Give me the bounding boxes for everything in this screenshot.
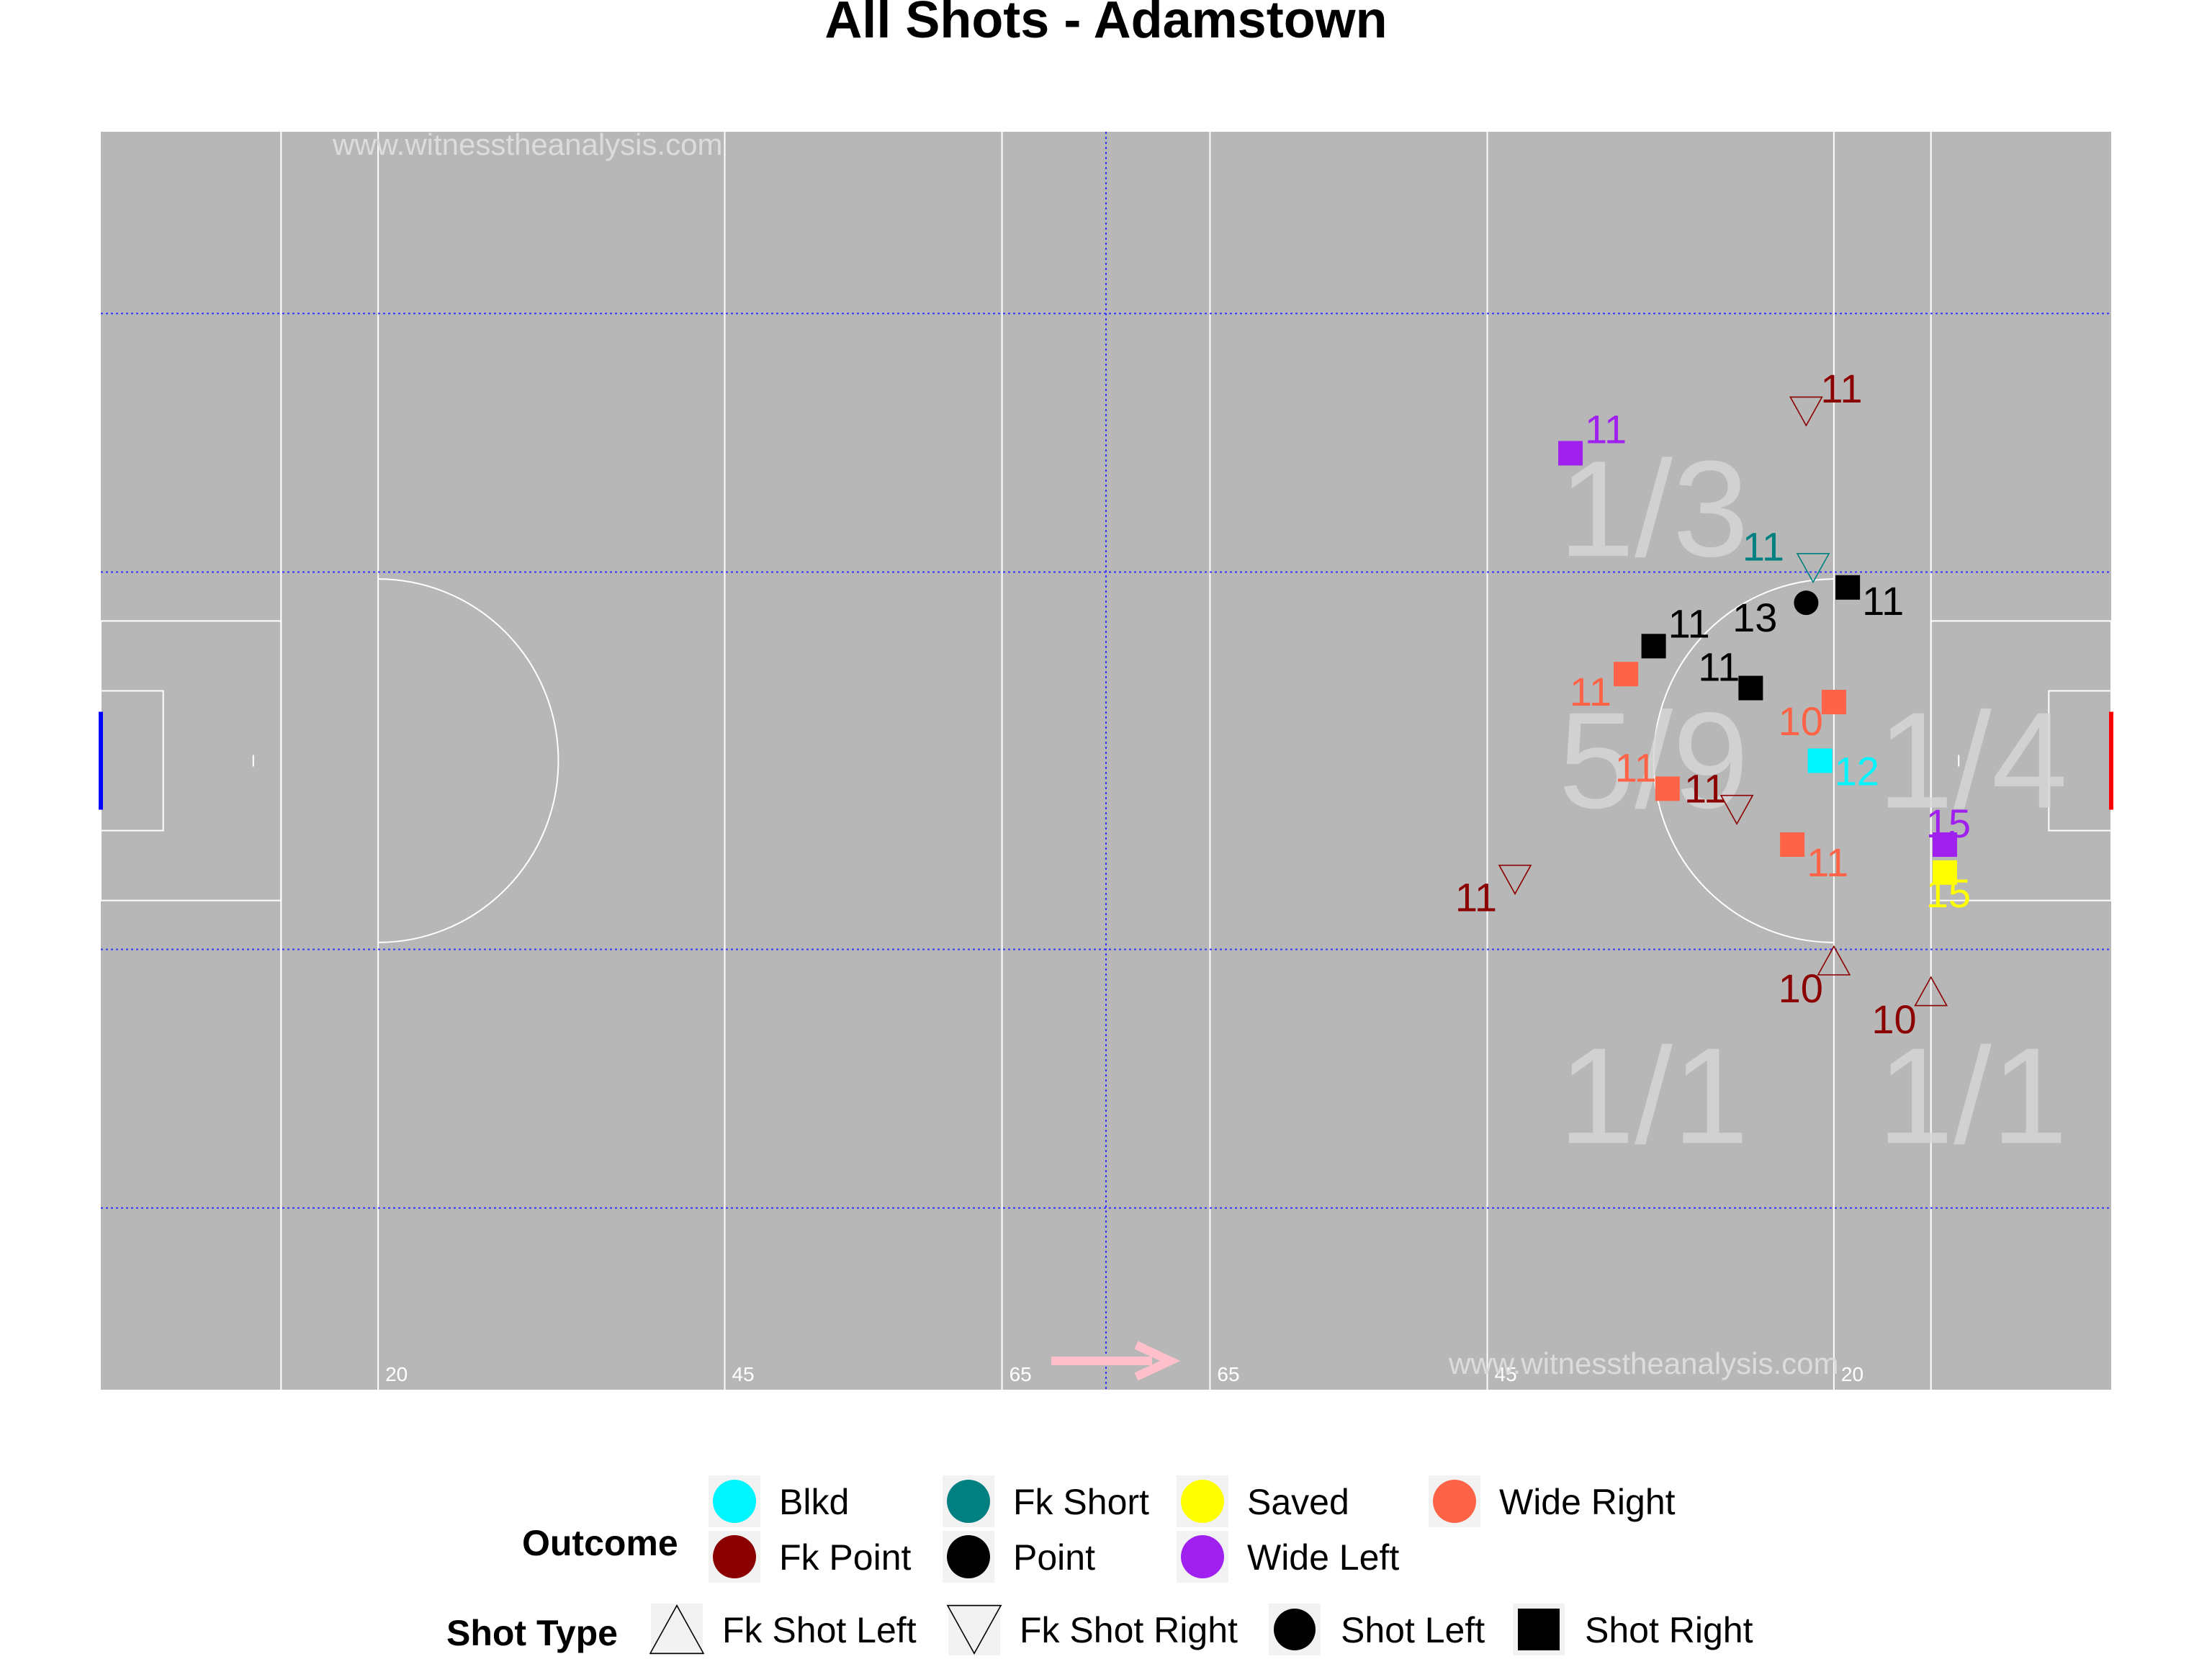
shot-label: 11 [1743, 524, 1784, 570]
shot-label: 11 [1698, 644, 1740, 690]
legend-swatch-icon [1433, 1480, 1476, 1523]
shot-point [1914, 976, 1948, 1007]
shot-point [1789, 396, 1823, 427]
chart-title: All Shots - Adamstown [824, 0, 1387, 49]
shot-point [1498, 864, 1532, 895]
legend-swatch-icon [947, 1535, 990, 1578]
zone-label: 1/3 [1559, 433, 1749, 585]
shot-point [1796, 553, 1830, 584]
legend-shot-type-label: Fk Shot Right [1020, 1610, 1238, 1650]
legend-shot-type-label: Fk Shot Left [722, 1610, 917, 1650]
pitch-surface [101, 132, 2111, 1390]
shot-label: 11 [1455, 874, 1497, 920]
legend-shape-icon [946, 1604, 1002, 1655]
shot-label: 11 [1862, 578, 1904, 624]
shot-point [1817, 945, 1851, 976]
shot-point [1794, 590, 1819, 616]
shot-point [1835, 575, 1861, 600]
legend-outcome-label: Point [1013, 1537, 1095, 1578]
pitch: 20 45 65 65 45 20www.witnesstheanalysis.comww… [99, 127, 2113, 1390]
shot-point [1558, 441, 1583, 466]
shot-label: 11 [1820, 366, 1862, 411]
legend-outcome-label: Blkd [779, 1482, 849, 1522]
shot-label: 11 [1668, 601, 1710, 646]
distance-label: 65 [1217, 1363, 1239, 1385]
shot-label: 10 [1871, 997, 1916, 1042]
shot-point [1780, 832, 1805, 857]
shot-label: 15 [1926, 871, 1971, 916]
zone-label: 1/1 [1559, 1020, 1749, 1172]
legend-swatch-icon [713, 1480, 756, 1523]
zone-label: 1/4 [1877, 685, 2067, 837]
legend-swatch-icon [1181, 1480, 1224, 1523]
zone-labels: 1/3 5/9 1/4 1/1 1/1 [1559, 433, 2068, 1172]
left-arc [378, 578, 559, 943]
legend-shape-icon [1518, 1609, 1560, 1650]
shot-label: 11 [1807, 840, 1848, 885]
shot-label: 10 [1779, 698, 1823, 744]
attack-arrow-icon [1134, 1341, 1181, 1381]
shot-point [1932, 832, 1957, 857]
shot-point [1932, 860, 1957, 885]
legend-key-bg [651, 1604, 703, 1655]
legend-key-bg [948, 1604, 1000, 1655]
legend-shape-icon [649, 1604, 705, 1655]
watermark: www.witnesstheanalysis.com [332, 127, 723, 161]
distance-label: 20 [385, 1363, 408, 1385]
distance-label: 20 [1841, 1363, 1863, 1385]
shot-point [1614, 662, 1639, 687]
shot-label: 10 [1779, 966, 1823, 1011]
legend-swatch-icon [947, 1480, 990, 1523]
watermark: www.witnesstheanalysis.com [1448, 1346, 1839, 1380]
legend-swatch-icon [1181, 1535, 1224, 1578]
zone-label: 1/1 [1877, 1020, 2067, 1172]
zone-label: 5/9 [1559, 685, 1749, 837]
legend-shot-type-label: Shot Right [1585, 1610, 1753, 1650]
shot-label: 11 [1585, 406, 1627, 451]
shot-point [1719, 794, 1754, 825]
legend-outcome-title: Outcome [522, 1523, 678, 1563]
shot-point [1738, 675, 1763, 701]
shot-point [1821, 689, 1846, 714]
legend-shot-type-title: Shot Type [446, 1613, 618, 1653]
legend-outcome-label: Saved [1247, 1482, 1349, 1522]
legend-outcome-label: Wide Right [1499, 1482, 1676, 1522]
distance-label: 45 [732, 1363, 754, 1385]
shot-label: 11 [1570, 669, 1611, 714]
legend-shape-icon [1274, 1609, 1316, 1650]
shot-label: 15 [1926, 801, 1971, 846]
shot-point [1655, 776, 1680, 801]
distance-label: 65 [1010, 1363, 1032, 1385]
shot-label: 13 [1732, 595, 1777, 640]
shot-point [1641, 634, 1666, 659]
distance-label: 45 [1495, 1363, 1517, 1385]
legend-shot-type-label: Shot Left [1341, 1610, 1485, 1650]
legend-outcome-label: Fk Short [1013, 1482, 1149, 1522]
shot-label: 12 [1835, 749, 1879, 794]
shot-label: 11 [1684, 765, 1726, 811]
legend-swatch-icon [713, 1535, 756, 1578]
legend-outcome-label: Fk Point [779, 1537, 912, 1578]
legend: Outcome Blkd Fk Point Fk Short Point Saved Wid… [446, 1475, 1753, 1655]
shot-point [1807, 748, 1833, 773]
shot-label: 11 [1615, 745, 1657, 790]
legend-outcome-label: Wide Left [1247, 1537, 1399, 1578]
